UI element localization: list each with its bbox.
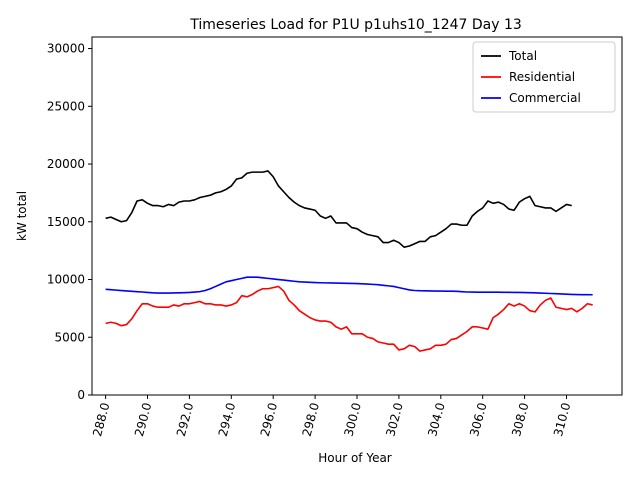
legend-box xyxy=(472,41,616,113)
series-lines xyxy=(105,170,593,352)
series-line-residential xyxy=(105,285,593,352)
y-axis-label: kW total xyxy=(15,191,29,241)
plot-frame xyxy=(91,36,623,396)
y-tick-label: 5000 xyxy=(54,330,85,344)
y-tick-label: 25000 xyxy=(47,99,85,113)
chart-title: Timeseries Load for P1U p1uhs10_1247 Day… xyxy=(189,17,522,33)
y-tick-label: 30000 xyxy=(47,42,85,56)
legend: Total Residential Commercial xyxy=(472,41,616,113)
series-line-commercial xyxy=(105,276,593,296)
y-tick-label: 0 xyxy=(77,388,85,402)
legend-label-commercial: Commercial xyxy=(509,91,581,105)
y-tick-label: 10000 xyxy=(47,273,85,287)
series-line-total xyxy=(105,170,572,248)
y-tick-label: 15000 xyxy=(47,215,85,229)
y-tick-label: 20000 xyxy=(47,157,85,171)
x-axis-label: Hour of Year xyxy=(318,451,392,465)
legend-label-total: Total xyxy=(508,49,537,63)
legend-label-residential: Residential xyxy=(509,70,575,84)
